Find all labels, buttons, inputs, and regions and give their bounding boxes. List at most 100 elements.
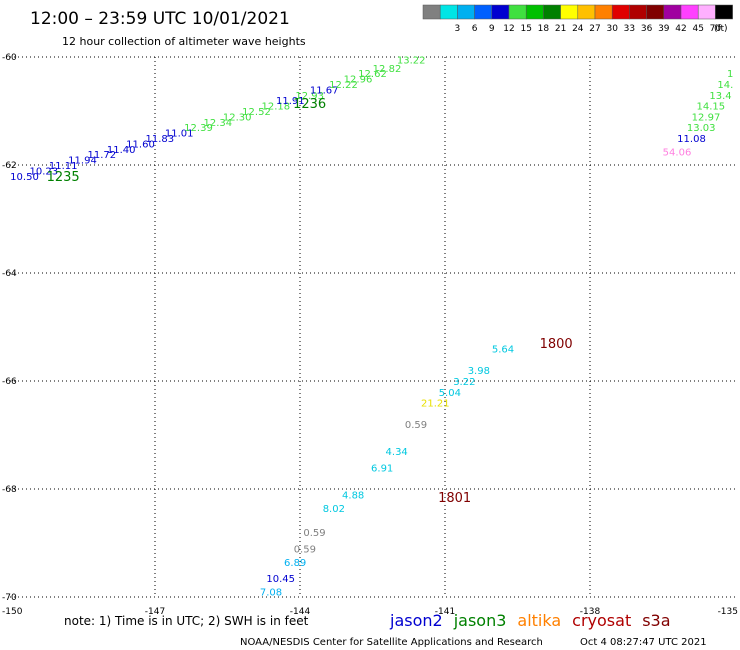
wave-height-value: 12.22 [329, 80, 358, 91]
wave-height-value: 0.59 [303, 528, 325, 539]
wave-height-value: 11.40 [107, 145, 136, 156]
wave-height-value: 12.82 [373, 64, 402, 75]
wave-height-value: 11.67 [310, 85, 339, 96]
color-scale-label: 45 [692, 24, 703, 34]
color-scale-bar: 3 6 9 12 15 18 21 24 27 30 33 36 39 42 45 70 [422, 4, 733, 34]
color-scale-label: 24 [572, 24, 584, 34]
map-tick-labels: -150 -147 -144 -141 -138 -135 -60 -62 -64 -66 -68 -… [2, 53, 738, 617]
wave-height-value: 11.72 [88, 150, 117, 161]
pass-time-label: 1800 [540, 337, 573, 352]
footer-credit: NOAA/NESDIS Center for Satellite Applica… [240, 637, 543, 648]
wave-height-value: 3.98 [468, 366, 490, 377]
wave-height-value: 6.91 [371, 463, 393, 474]
longitude-tick-label: -147 [145, 607, 165, 617]
wave-height-value: 8.02 [323, 504, 345, 515]
color-scale-label: 3 [455, 24, 461, 34]
latitude-tick-label: -66 [2, 377, 17, 387]
wave-height-value: 3.22 [453, 377, 475, 388]
footer-note: note: 1) Time is in UTC; 2) SWH is in fe… [64, 614, 309, 628]
latitude-tick-label: -70 [2, 593, 17, 603]
wave-height-value: 11.11 [49, 161, 78, 172]
pass-time-label: 1235 [47, 170, 80, 185]
wave-height-value: 12.96 [344, 75, 373, 86]
color-scale-label: 42 [675, 24, 686, 34]
wave-height-value: 12.62 [358, 69, 387, 80]
color-scale-label: 70 [710, 24, 722, 34]
wave-height-value: 4.34 [386, 447, 408, 458]
longitude-tick-label: -135 [718, 607, 738, 617]
wave-height-value: 13.22 [397, 56, 426, 67]
color-swatch [611, 4, 630, 20]
color-scale-label: 30 [606, 24, 618, 34]
legend-satellite-jason3: jason3 [453, 611, 507, 630]
latitude-tick-label: -64 [2, 269, 17, 279]
color-scale-unit: (ft) [714, 24, 728, 34]
color-swatch [525, 4, 544, 20]
color-scale-label: 33 [624, 24, 635, 34]
color-swatch [474, 4, 493, 20]
color-swatch [680, 4, 699, 20]
wave-height-value: 12.97 [692, 112, 721, 123]
wave-height-value: 11.91 [276, 96, 305, 107]
color-swatch [715, 4, 733, 20]
color-swatch [577, 4, 596, 20]
color-swatch [594, 4, 613, 20]
pass-time-label: 1236 [293, 97, 326, 112]
color-scale-label: 12 [503, 24, 514, 34]
color-scale-label: 39 [658, 24, 670, 34]
wave-height-value: 10.45 [266, 574, 295, 585]
wave-height-value: 11.08 [677, 134, 706, 145]
color-swatch [697, 4, 716, 20]
legend-satellite-cryosat: cryosat [572, 611, 631, 630]
legend-satellite-jason2: jason2 [389, 611, 443, 630]
color-scale-label: 15 [520, 24, 531, 34]
page-subtitle: 12 hour collection of altimeter wave hei… [62, 35, 306, 48]
wave-height-value: 13.4 [709, 91, 731, 102]
color-scale-label: 27 [589, 24, 600, 34]
pass-time-label: 1801 [438, 491, 471, 506]
wave-height-value: 11.01 [165, 129, 194, 140]
wave-height-value: 21.21 [421, 399, 450, 410]
wave-height-value: 5.64 [492, 345, 514, 356]
wave-height-value: 12.93 [295, 91, 324, 102]
longitude-tick-label: -144 [290, 607, 311, 617]
wave-height-value: 12.52 [242, 107, 271, 118]
wave-height-value: 14. [717, 80, 733, 91]
wave-height-value: 1 [727, 69, 733, 80]
color-swatch [439, 4, 458, 20]
wave-height-value: 0.59 [294, 544, 316, 555]
map-gridlines [10, 56, 735, 598]
color-scale-label: 6 [472, 24, 478, 34]
wave-height-value: 14.15 [697, 102, 726, 113]
longitude-tick-label: -150 [2, 607, 23, 617]
wave-height-value: 10.50 [10, 172, 39, 183]
wave-height-value: 12.30 [223, 112, 252, 123]
color-swatch [491, 4, 510, 20]
latitude-tick-label: -60 [2, 53, 17, 63]
color-scale-label: 9 [489, 24, 495, 34]
color-scale-label: 36 [641, 24, 653, 34]
legend-satellite-s3a: s3a [642, 611, 670, 630]
wave-height-labels: 10.5010.2311.1111.9411.7211.4011.6011.83… [10, 56, 733, 599]
wave-height-value: 0.59 [405, 420, 427, 431]
longitude-tick-label: -138 [580, 607, 601, 617]
latitude-tick-label: -62 [2, 161, 17, 171]
color-scale-label: 18 [538, 24, 550, 34]
color-swatch [560, 4, 579, 20]
wave-height-value: 11.94 [68, 156, 97, 167]
wave-height-value: 7.08 [260, 588, 282, 599]
longitude-tick-label: -141 [435, 607, 455, 617]
latitude-tick-label: -68 [2, 485, 17, 495]
wave-height-value: 12.34 [204, 118, 233, 129]
page-title: 12:00 – 23:59 UTC 10/01/2021 [30, 9, 290, 29]
color-swatch [422, 4, 441, 20]
wave-height-value: 11.83 [146, 134, 175, 145]
wave-height-value: 13.03 [687, 123, 716, 134]
wave-height-value: 54.06 [663, 148, 692, 159]
wave-height-value: 4.88 [342, 490, 364, 501]
wave-height-value: 10.23 [30, 166, 59, 177]
pass-time-labels: 1235 1236 1800 1801 [47, 97, 573, 506]
color-swatch [663, 4, 682, 20]
wave-height-value: 6.89 [284, 558, 306, 569]
